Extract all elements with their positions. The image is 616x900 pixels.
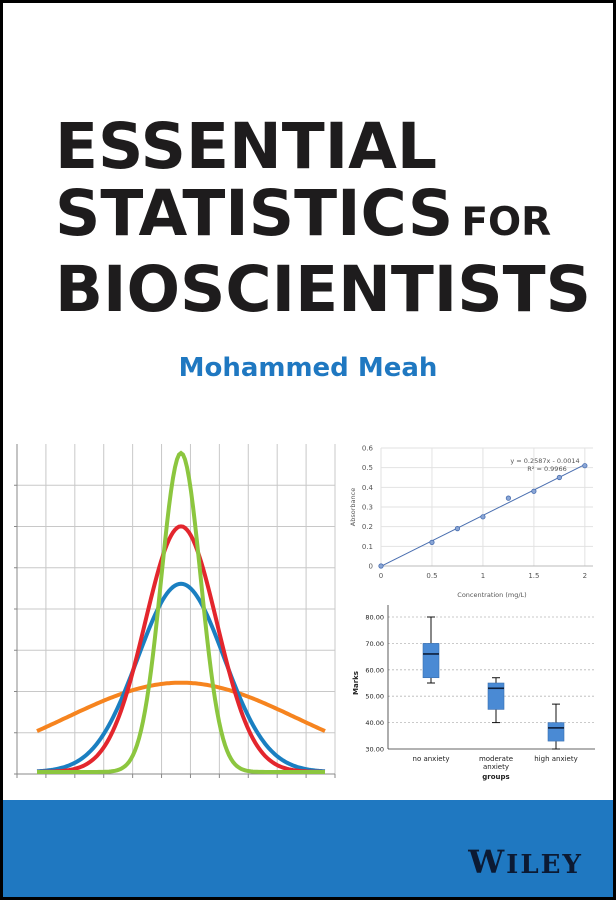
svg-text:1: 1 — [481, 572, 485, 580]
svg-text:Marks: Marks — [352, 671, 360, 695]
svg-text:high anxiety: high anxiety — [534, 755, 578, 763]
curve-2 — [36, 581, 326, 774]
marks-boxplot-chart: 30.00 40.00 50.00 60.00 70.00 80.00 no anxiety… — [345, 603, 597, 792]
curve-1 — [37, 524, 325, 774]
svg-text:30.00: 30.00 — [365, 746, 384, 754]
box-plot: 30.00 40.00 50.00 60.00 70.00 80.00 no anxiety… — [352, 605, 595, 781]
svg-text:0.1: 0.1 — [362, 543, 373, 551]
curve-3 — [36, 680, 326, 733]
svg-text:anxiety: anxiety — [483, 763, 509, 771]
svg-text:groups: groups — [482, 773, 509, 781]
title-line-3: BIOSCIENTISTS — [55, 253, 591, 326]
svg-text:y = 0.2587x - 0.0014: y = 0.2587x - 0.0014 — [510, 457, 579, 465]
svg-text:0: 0 — [369, 563, 373, 571]
svg-text:0.2: 0.2 — [362, 523, 373, 531]
svg-text:60.00: 60.00 — [365, 666, 384, 674]
normal-distribution-chart — [3, 436, 339, 785]
svg-text:R² = 0.9966: R² = 0.9966 — [527, 465, 566, 473]
author-name: Mohammed Meah — [178, 353, 438, 383]
svg-text:1.5: 1.5 — [528, 572, 539, 580]
svg-text:2: 2 — [583, 572, 587, 580]
absorbance-scatter-chart: 0 0.1 0.2 0.3 0.4 0.5 0.6 0 0.5 1 1.5 2 Concentratio… — [345, 435, 595, 607]
title-line-1: ESSENTIAL — [55, 110, 438, 183]
svg-text:70.00: 70.00 — [365, 640, 384, 648]
svg-text:Concentration (mg/L): Concentration (mg/L) — [457, 591, 526, 599]
title-word-statistics: STATISTICS — [55, 177, 454, 250]
svg-text:0.3: 0.3 — [362, 504, 373, 512]
svg-text:0.5: 0.5 — [426, 572, 437, 580]
svg-text:no anxiety: no anxiety — [413, 755, 450, 763]
book-title: ESSENTIAL STATISTICS FOR BIOSCIENTISTS — [55, 113, 591, 323]
book-cover: ESSENTIAL STATISTICS FOR BIOSCIENTISTS Mo… — [3, 3, 613, 897]
svg-text:80.00: 80.00 — [365, 614, 384, 622]
svg-text:0.5: 0.5 — [362, 464, 373, 472]
normal-curves-plot — [14, 444, 336, 778]
scatter-plot: 0 0.1 0.2 0.3 0.4 0.5 0.6 0 0.5 1 1.5 2 Concentratio… — [349, 445, 593, 599]
svg-text:moderate: moderate — [479, 755, 513, 763]
title-line-2: STATISTICS FOR — [55, 180, 591, 256]
svg-text:Absorbance: Absorbance — [349, 488, 357, 526]
publisher-band: WILEY — [3, 800, 613, 897]
svg-text:50.00: 50.00 — [365, 693, 384, 701]
svg-text:40.00: 40.00 — [365, 719, 384, 727]
svg-text:0.4: 0.4 — [362, 484, 374, 492]
title-word-for: FOR — [461, 200, 552, 245]
publisher-logo: WILEY — [468, 843, 583, 881]
curve-0 — [37, 450, 325, 774]
svg-text:0: 0 — [379, 572, 383, 580]
svg-text:0.6: 0.6 — [362, 445, 374, 453]
